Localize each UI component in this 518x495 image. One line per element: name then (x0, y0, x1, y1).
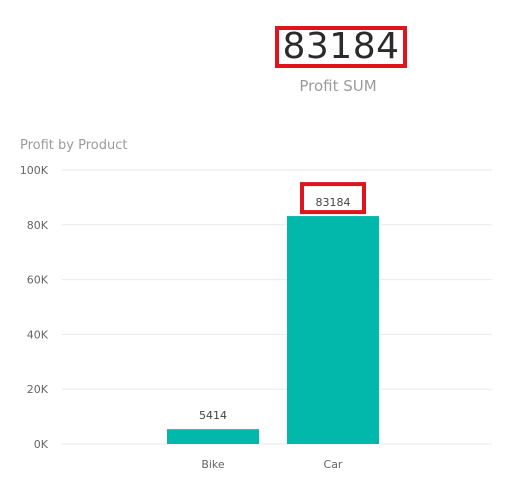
x-tick-label-car: Car (324, 458, 343, 471)
y-gridlines (62, 169, 492, 445)
bars[interactable] (167, 216, 379, 444)
y-tick-label: 20K (27, 383, 49, 396)
y-tick-label: 0K (34, 438, 49, 451)
x-axis-tick-labels: Bike Car (201, 458, 343, 471)
chart-title: Profit by Product (20, 138, 128, 153)
data-label-highlight-box (300, 182, 366, 215)
bar-bike[interactable] (167, 429, 259, 444)
data-label-bike: 5414 (199, 409, 227, 422)
data-labels: 5414 83184 (199, 182, 366, 422)
kpi-card[interactable]: 83184 Profit SUM (250, 18, 430, 98)
data-label-car: 83184 (316, 196, 351, 209)
kpi-value: 83184 (282, 26, 400, 67)
bar-car[interactable] (287, 216, 379, 444)
kpi-label: Profit SUM (299, 77, 377, 95)
x-tick-label-bike: Bike (201, 458, 225, 471)
y-axis-tick-labels: 0K 20K 40K 60K 80K 100K (20, 164, 49, 451)
y-tick-label: 60K (27, 274, 49, 287)
y-tick-label: 80K (27, 219, 49, 232)
y-tick-label: 40K (27, 328, 49, 341)
y-tick-label: 100K (20, 164, 49, 177)
kpi-highlight-box (275, 26, 407, 68)
